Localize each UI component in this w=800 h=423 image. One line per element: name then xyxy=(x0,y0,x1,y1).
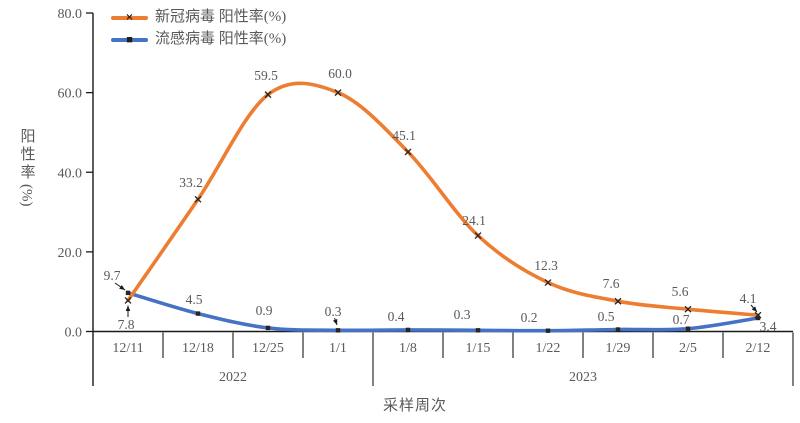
flu-point-marker xyxy=(545,328,551,333)
flu-data-label: 0.9 xyxy=(256,303,273,318)
x-category-label: 12/18 xyxy=(182,341,214,356)
flu-point-marker xyxy=(265,325,271,331)
flu-point-marker xyxy=(405,327,411,333)
x-category-label: 1/15 xyxy=(466,341,491,356)
annotation-arrow-flu-first-head xyxy=(119,284,125,290)
legend-item-flu: ■ 流感病毒 阳性率(%) xyxy=(111,32,286,47)
legend-swatch-flu: ■ xyxy=(111,35,148,43)
flu-point-marker xyxy=(335,328,341,333)
legend-line-flu xyxy=(111,37,148,42)
x-category-label: 1/1 xyxy=(329,341,347,356)
flu-point-marker xyxy=(195,311,201,316)
x-category-label: 12/11 xyxy=(112,341,143,356)
legend-item-covid: × 新冠病毒 阳性率(%) xyxy=(111,10,286,25)
flu-point-marker xyxy=(685,326,691,331)
y-tick-label: 20.0 xyxy=(58,246,83,261)
legend-swatch-covid: × xyxy=(111,11,148,23)
x-category-label: 1/29 xyxy=(606,341,631,356)
legend-label-covid: 新冠病毒 阳性率(%) xyxy=(155,9,287,25)
covid-point-marker xyxy=(544,279,552,286)
covid-data-label: 12.3 xyxy=(534,258,558,273)
covid-data-label: 5.6 xyxy=(672,284,689,299)
annotation-arrow-covid-last-head xyxy=(751,306,757,312)
legend-line-covid xyxy=(111,15,148,20)
covid-point-marker xyxy=(684,305,692,313)
flu-data-label: 0.5 xyxy=(598,309,615,324)
covid-point-marker xyxy=(124,296,132,304)
y-axis-title: 阳性率 (%) xyxy=(18,128,35,207)
flu-point-marker xyxy=(125,290,131,296)
year-label: 2023 xyxy=(569,370,597,385)
covid-point-marker xyxy=(614,297,622,305)
square-marker-icon: ■ xyxy=(126,35,133,43)
x-axis-title: 采样周次 xyxy=(383,398,448,414)
y-axis-title-unit: (%) xyxy=(18,184,35,207)
covid-data-label: 7.6 xyxy=(603,276,620,291)
annotation-arrow-flu-0-3-head xyxy=(332,319,338,325)
covid-data-label: 4.1 xyxy=(740,291,757,306)
covid-data-label: 59.5 xyxy=(254,68,278,83)
annotation-arrow-covid-first-head xyxy=(125,305,131,311)
covid-data-label: 45.1 xyxy=(392,128,416,143)
covid-point-marker xyxy=(194,195,202,203)
year-label: 2022 xyxy=(219,370,247,385)
covid-point-marker xyxy=(474,232,482,240)
covid-data-label: 7.8 xyxy=(118,317,135,332)
flu-data-label: 0.3 xyxy=(454,307,471,322)
y-tick-label: 0.0 xyxy=(65,326,83,341)
x-marker-icon: × xyxy=(125,11,134,23)
y-axis-title-text: 阳性率 xyxy=(18,128,35,182)
flu-data-label: 0.4 xyxy=(388,309,405,324)
x-category-label: 1/8 xyxy=(399,341,417,356)
legend-label-flu: 流感病毒 阳性率(%) xyxy=(155,31,287,47)
x-category-label: 1/22 xyxy=(536,341,561,356)
x-category-label: 2/5 xyxy=(679,341,697,356)
flu-point-marker xyxy=(755,315,761,321)
covid-point-marker xyxy=(334,89,342,97)
x-category-label: 2/12 xyxy=(746,341,771,356)
flu-point-marker xyxy=(475,328,481,333)
x-category-label: 12/25 xyxy=(252,341,284,356)
covid-data-label: 33.2 xyxy=(179,175,203,190)
flu-point-marker xyxy=(615,327,621,332)
flu-data-label: 0.3 xyxy=(325,304,342,319)
legend: × 新冠病毒 阳性率(%) ■ 流感病毒 阳性率(%) xyxy=(111,10,286,47)
flu-data-label: 4.5 xyxy=(186,292,203,307)
y-tick-label: 80.0 xyxy=(58,7,83,22)
covid-data-label: 60.0 xyxy=(328,66,352,81)
flu-data-label: 0.2 xyxy=(521,310,538,325)
flu-data-label: 3.4 xyxy=(760,319,777,334)
y-tick-label: 40.0 xyxy=(58,166,83,181)
y-tick-label: 60.0 xyxy=(58,87,83,102)
flu-series-line xyxy=(126,291,760,333)
flu-data-label: 0.7 xyxy=(673,312,690,327)
flu-data-label: 9.7 xyxy=(104,268,121,283)
covid-series-line xyxy=(126,81,760,317)
covid-data-label: 24.1 xyxy=(462,213,486,228)
covid-point-marker xyxy=(404,148,412,156)
covid-point-marker xyxy=(264,91,272,99)
